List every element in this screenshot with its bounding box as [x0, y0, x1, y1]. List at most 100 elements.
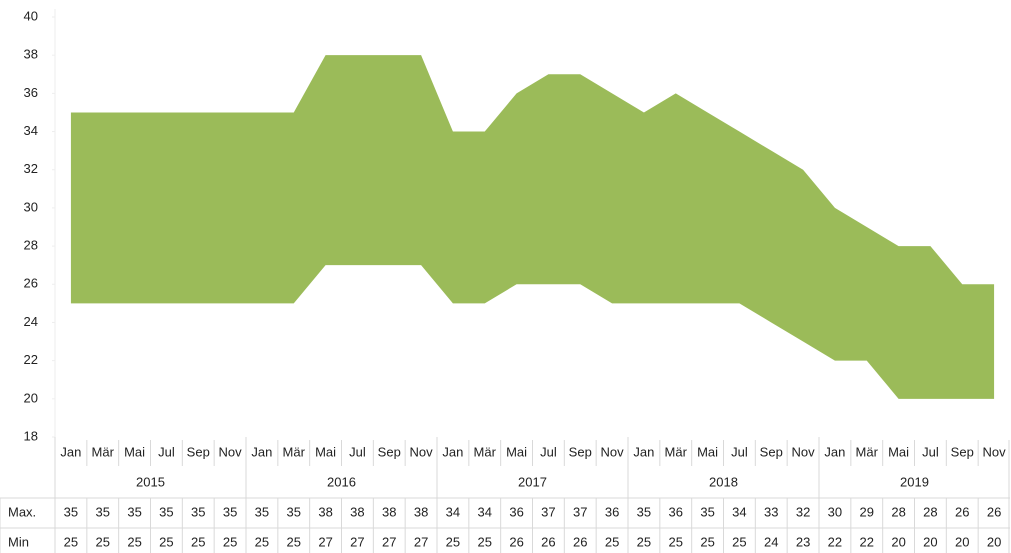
table-value: 35 [637, 504, 651, 519]
table-value: 25 [605, 534, 619, 549]
x-tick-label: Sep [569, 444, 592, 459]
table-value: 25 [700, 534, 714, 549]
y-tick-label: 30 [24, 199, 38, 214]
y-tick-label: 40 [24, 8, 38, 23]
y-tick-label: 36 [24, 85, 38, 100]
x-tick-label: Jan [824, 444, 845, 459]
x-tick-label: Nov [983, 444, 1007, 459]
table-value: 23 [796, 534, 810, 549]
x-tick-label: Mai [315, 444, 336, 459]
table-value: 30 [828, 504, 842, 519]
table-value: 25 [287, 534, 301, 549]
y-tick-label: 20 [24, 390, 38, 405]
table-value: 27 [350, 534, 364, 549]
table-value: 35 [191, 504, 205, 519]
table-value: 27 [414, 534, 428, 549]
x-tick-label: Nov [219, 444, 243, 459]
y-tick-label: 26 [24, 276, 38, 291]
table-value: 36 [669, 504, 683, 519]
table-value: 35 [223, 504, 237, 519]
table-value: 29 [860, 504, 874, 519]
x-tick-label: Jan [60, 444, 81, 459]
x-tick-label: Mai [697, 444, 718, 459]
table-value: 28 [891, 504, 905, 519]
table-value: 25 [64, 534, 78, 549]
table-value: 26 [955, 504, 969, 519]
table-value: 26 [541, 534, 555, 549]
table-value: 35 [287, 504, 301, 519]
x-tick-label: Jul [731, 444, 748, 459]
table-value: 24 [764, 534, 778, 549]
table-row-label: Min [8, 534, 29, 549]
table-value: 25 [255, 534, 269, 549]
x-tick-label: Mai [888, 444, 909, 459]
table-value: 36 [509, 504, 523, 519]
table-value: 25 [446, 534, 460, 549]
table-value: 27 [382, 534, 396, 549]
table-value: 20 [891, 534, 905, 549]
table-value: 25 [159, 534, 173, 549]
x-tick-label: Sep [187, 444, 210, 459]
table-value: 35 [64, 504, 78, 519]
x-tick-label: Mär [665, 444, 688, 459]
y-tick-label: 22 [24, 352, 38, 367]
table-value: 25 [732, 534, 746, 549]
table-value: 35 [127, 504, 141, 519]
table-value: 35 [700, 504, 714, 519]
x-tick-label: Nov [601, 444, 625, 459]
x-tick-label: Nov [410, 444, 434, 459]
table-value: 34 [732, 504, 746, 519]
table-value: 28 [923, 504, 937, 519]
table-value: 37 [573, 504, 587, 519]
x-tick-label: Mär [856, 444, 879, 459]
x-tick-label: Jan [633, 444, 654, 459]
table-value: 25 [223, 534, 237, 549]
x-tick-label: Jul [540, 444, 557, 459]
x-tick-label: Jan [442, 444, 463, 459]
table-value: 34 [478, 504, 492, 519]
y-tick-label: 38 [24, 47, 38, 62]
table-row-label: Max. [8, 504, 36, 519]
x-tick-label: Nov [792, 444, 816, 459]
table-value: 38 [318, 504, 332, 519]
table-value: 26 [573, 534, 587, 549]
table-value: 25 [478, 534, 492, 549]
year-label: 2019 [900, 474, 929, 489]
x-tick-label: Mär [474, 444, 497, 459]
table-value: 38 [414, 504, 428, 519]
x-tick-label: Mär [283, 444, 306, 459]
table-value: 38 [382, 504, 396, 519]
year-label: 2016 [327, 474, 356, 489]
y-tick-label: 24 [24, 314, 38, 329]
table-value: 35 [159, 504, 173, 519]
y-tick-label: 32 [24, 161, 38, 176]
x-tick-label: Mai [124, 444, 145, 459]
table-value: 25 [669, 534, 683, 549]
x-tick-label: Sep [760, 444, 783, 459]
table-value: 20 [955, 534, 969, 549]
table-value: 22 [828, 534, 842, 549]
y-tick-label: 34 [24, 123, 38, 138]
table-value: 22 [860, 534, 874, 549]
table-value: 27 [318, 534, 332, 549]
table-value: 38 [350, 504, 364, 519]
y-tick-label: 18 [24, 428, 38, 443]
x-tick-label: Mai [506, 444, 527, 459]
x-tick-label: Mär [92, 444, 115, 459]
table-value: 32 [796, 504, 810, 519]
table-value: 34 [446, 504, 460, 519]
table-value: 26 [509, 534, 523, 549]
year-label: 2017 [518, 474, 547, 489]
x-tick-label: Sep [951, 444, 974, 459]
x-tick-label: Jul [922, 444, 939, 459]
table-value: 35 [96, 504, 110, 519]
table-value: 36 [605, 504, 619, 519]
y-tick-label: 28 [24, 238, 38, 253]
year-label: 2018 [709, 474, 738, 489]
x-tick-label: Jul [349, 444, 366, 459]
range-area [70, 55, 995, 399]
table-value: 25 [637, 534, 651, 549]
table-value: 33 [764, 504, 778, 519]
table-value: 20 [987, 534, 1001, 549]
